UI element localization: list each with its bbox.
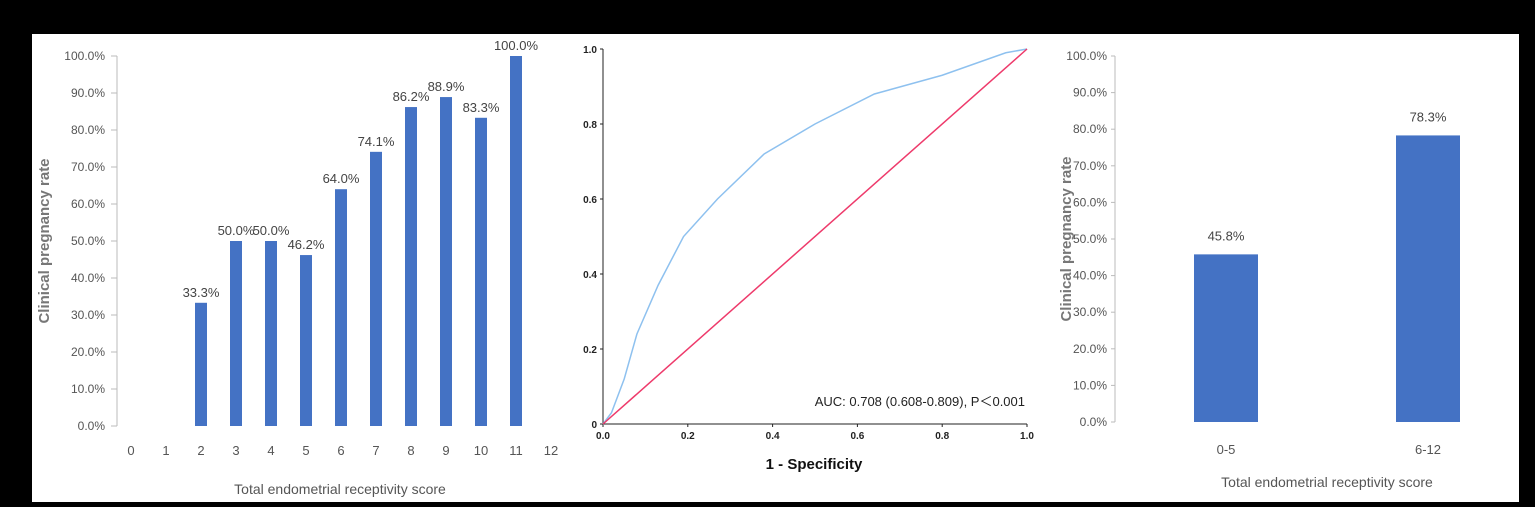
- y-tick-label: 90.0%: [1073, 86, 1107, 100]
- x-tick-label: 8: [407, 443, 414, 458]
- y-tick-label: 60.0%: [71, 197, 105, 211]
- y-tick-label: 40.0%: [1073, 269, 1107, 283]
- roc-curve-line: [602, 48, 1028, 425]
- bar: [195, 302, 207, 426]
- x-tick-label: 7: [372, 443, 379, 458]
- x-tick-label: 6-12: [1415, 442, 1441, 457]
- y-tick-label: 100.0%: [64, 49, 105, 63]
- auc-annotation: AUC: 0.708 (0.608-0.809), P＜0.001: [815, 394, 1025, 409]
- y-tick-label: 40.0%: [71, 271, 105, 285]
- y-tick-label: 80.0%: [71, 123, 105, 137]
- x-axis-title: Total endometrial receptivity score: [234, 481, 446, 497]
- data-label: 46.2%: [288, 237, 325, 252]
- roc-curve-chart: 0 0.2 0.4 0.6 0.8 1.0 0.0 0.2 0.4 0.6 0.8 1.0 AUC: 0…: [564, 34, 1054, 502]
- y-tick-label: 10.0%: [71, 382, 105, 396]
- roc-curve-svg: 0 0.2 0.4 0.6 0.8 1.0 0.0 0.2 0.4 0.6 0.8 1.0 AUC: 0…: [583, 45, 1034, 473]
- bar: [370, 151, 382, 426]
- y-tick-label: 0.0%: [78, 419, 106, 433]
- bar: [335, 189, 347, 426]
- y-tick-label: 0.4: [583, 270, 597, 281]
- x-tick-label: 1: [162, 443, 169, 458]
- data-label: 33.3%: [183, 285, 220, 300]
- y-tick-label: 0: [591, 420, 597, 431]
- x-tick-label: 0.0: [596, 431, 610, 442]
- x-tick-label: 12: [544, 443, 558, 458]
- x-tick-label: 6: [337, 443, 344, 458]
- y-tick-label: 70.0%: [1073, 159, 1107, 173]
- x-tick-label: 4: [267, 443, 274, 458]
- y-axis-title: Clinical pregnancy rate: [36, 158, 53, 323]
- x-tick-label: 0.4: [766, 431, 780, 442]
- y-tick-label: 30.0%: [71, 308, 105, 322]
- x-tick-label: 11: [509, 443, 523, 458]
- y-tick-label: 80.0%: [1073, 122, 1107, 136]
- bar: [440, 97, 452, 426]
- data-label: 78.3%: [1410, 109, 1447, 124]
- y-tick-label: 10.0%: [1073, 378, 1107, 392]
- y-tick-label: 20.0%: [71, 345, 105, 359]
- bar: [1396, 135, 1460, 422]
- x-tick-label: 9: [442, 443, 449, 458]
- y-tick-label: 0.8: [583, 120, 597, 131]
- data-label: 100.0%: [494, 38, 539, 53]
- bar: [265, 241, 277, 426]
- bar-chart-by-group: 0.0% 10.0% 20.0% 30.0% 40.0% 50.0% 60.0% 70.0% 8…: [1054, 34, 1519, 502]
- y-tick-label: 20.0%: [1073, 342, 1107, 356]
- y-tick-label: 0.6: [583, 195, 597, 206]
- y-tick-label: 1.0: [583, 45, 597, 56]
- bar-chart-by-group-svg: 0.0% 10.0% 20.0% 30.0% 40.0% 50.0% 60.0% 70.0% 8…: [1058, 49, 1460, 490]
- y-axis-title: Clinical pregnancy rate: [1058, 156, 1075, 321]
- bar: [230, 241, 242, 426]
- data-label: 86.2%: [393, 89, 430, 104]
- bar: [510, 56, 522, 426]
- bar-chart-by-score-svg: 0.0% 10.0% 20.0% 30.0% 40.0% 50.0% 60.0% 70.0% 8…: [36, 38, 558, 497]
- x-axis-title: 1 - Specificity: [766, 456, 863, 473]
- data-label: 88.9%: [428, 79, 465, 94]
- y-tick-label: 60.0%: [1073, 195, 1107, 209]
- y-tick-label: 70.0%: [71, 160, 105, 174]
- data-label: 45.8%: [1208, 228, 1245, 243]
- bar-chart-by-score: 0.0% 10.0% 20.0% 30.0% 40.0% 50.0% 60.0% 70.0% 8…: [32, 34, 564, 502]
- bar: [475, 117, 487, 426]
- x-tick-label: 5: [302, 443, 309, 458]
- x-tick-label: 1.0: [1020, 431, 1034, 442]
- data-label: 50.0%: [253, 223, 290, 238]
- x-tick-label: 0.2: [681, 431, 695, 442]
- x-tick-label: 3: [232, 443, 239, 458]
- x-tick-label: 0.6: [850, 431, 864, 442]
- y-tick-label: 100.0%: [1066, 49, 1107, 63]
- data-label: 50.0%: [218, 223, 255, 238]
- data-label: 83.3%: [463, 100, 500, 115]
- bar: [1194, 254, 1258, 422]
- y-tick-label: 90.0%: [71, 86, 105, 100]
- data-label: 64.0%: [323, 171, 360, 186]
- reference-diagonal-line: [602, 48, 1028, 425]
- y-tick-label: 50.0%: [71, 234, 105, 248]
- y-tick-label: 0.0%: [1080, 415, 1108, 429]
- y-tick-label: 30.0%: [1073, 305, 1107, 319]
- x-tick-label: 2: [197, 443, 204, 458]
- bar: [405, 107, 417, 426]
- x-axis-title: Total endometrial receptivity score: [1221, 474, 1433, 490]
- x-tick-label: 0.8: [935, 431, 949, 442]
- x-tick-label: 10: [474, 443, 488, 458]
- y-tick-label: 0.2: [583, 345, 597, 356]
- x-tick-label: 0-5: [1217, 442, 1236, 457]
- x-tick-label: 0: [127, 443, 134, 458]
- data-label: 74.1%: [358, 134, 395, 149]
- bar: [300, 255, 312, 426]
- y-tick-label: 50.0%: [1073, 232, 1107, 246]
